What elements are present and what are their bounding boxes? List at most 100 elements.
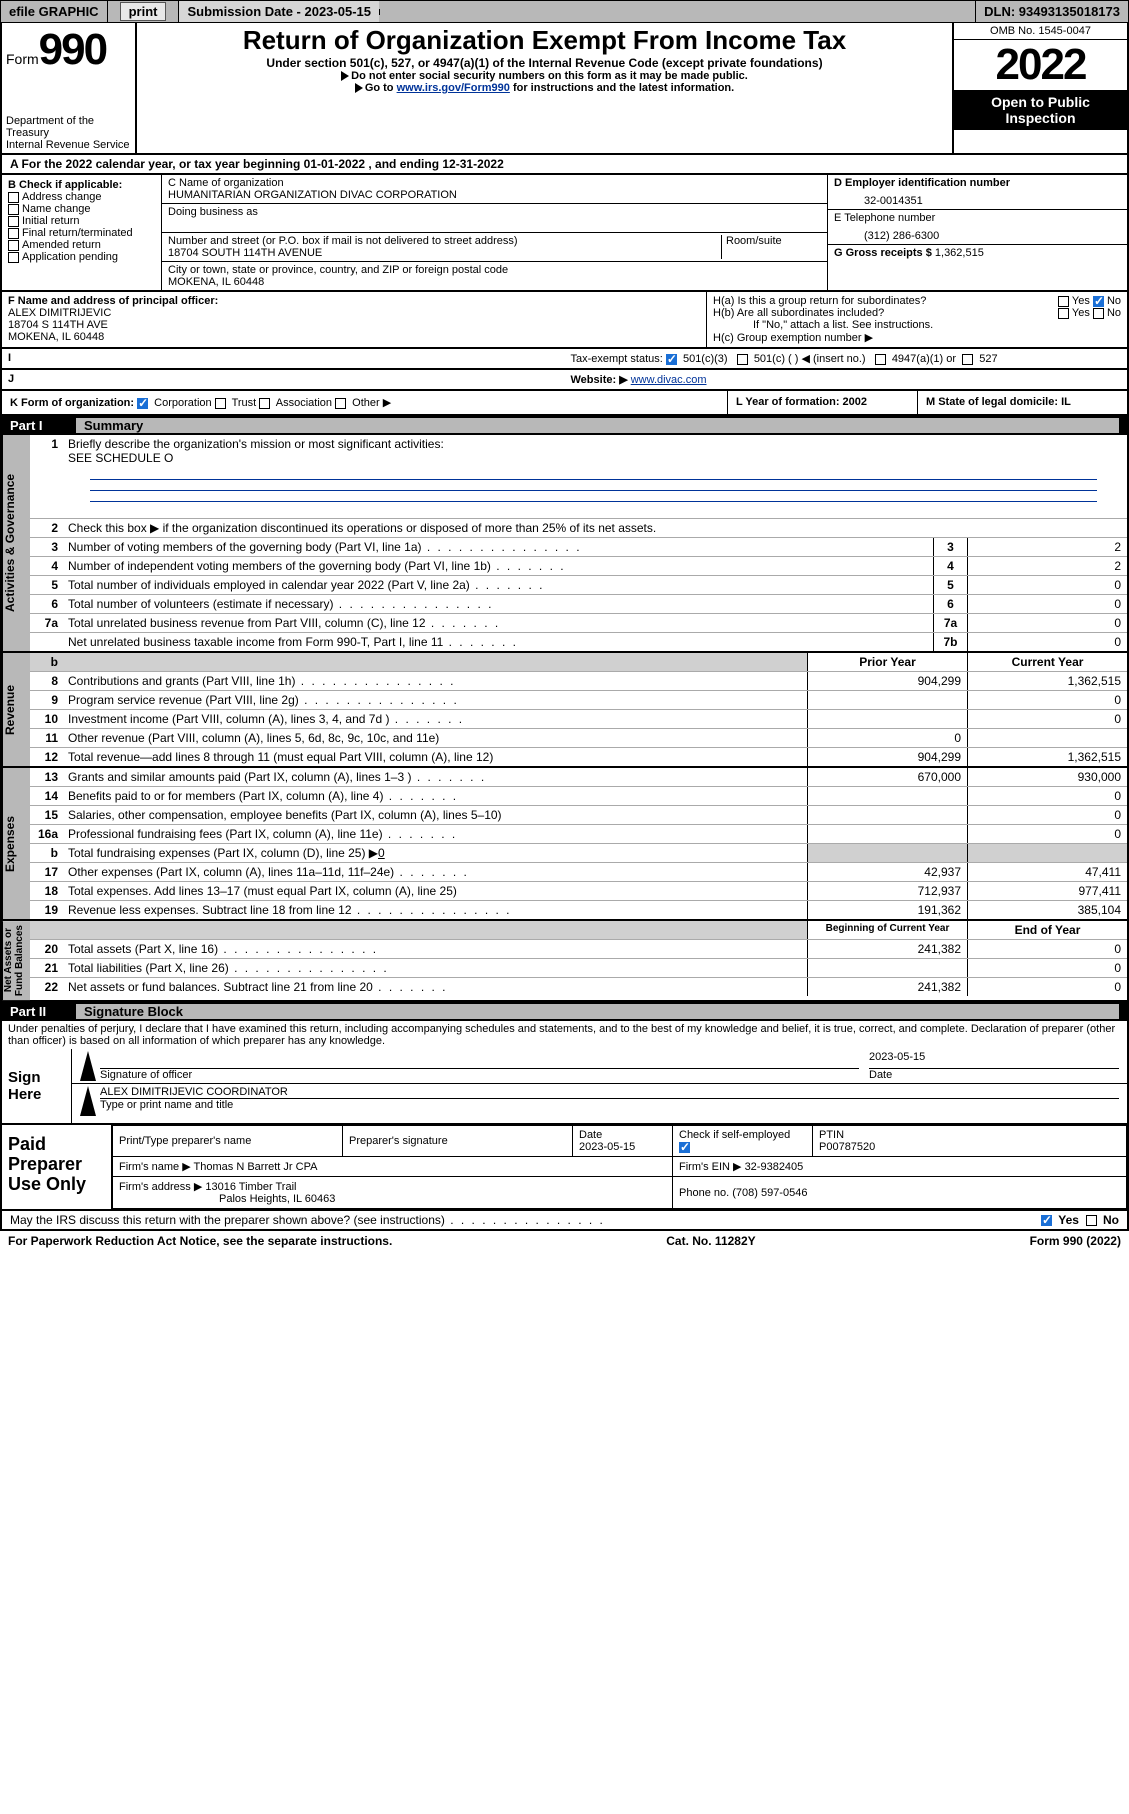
v7b: 0 [967,633,1127,651]
sig-date-label: Date [869,1069,1119,1081]
chk-501c3[interactable] [666,354,677,365]
chk-self-employed[interactable] [679,1142,690,1153]
v7a: 0 [967,614,1127,632]
ecy-hdr: End of Year [967,921,1127,939]
irs-link[interactable]: www.irs.gov/Form990 [397,82,510,94]
py-hdr: Prior Year [807,653,967,671]
paid-preparer-block: Paid Preparer Use Only Print/Type prepar… [0,1125,1129,1211]
room-label: Room/suite [721,235,821,259]
officer-name-title: ALEX DIMITRIJEVIC COORDINATOR [100,1086,1119,1099]
chk-address[interactable] [8,192,19,203]
q16b: Total fundraising expenses (Part IX, col… [68,846,378,860]
paid-preparer-label: Paid Preparer Use Only [2,1125,112,1209]
efile-label: efile GRAPHIC [1,1,107,22]
ha-label: H(a) Is this a group return for subordin… [713,295,926,307]
firm-tel-label: Phone no. [679,1187,729,1199]
q14: Benefits paid to or for members (Part IX… [68,789,383,803]
v13c: 930,000 [967,768,1127,786]
type-name-label: Type or print name and title [100,1099,1119,1111]
firm-addr1: 13016 Timber Trail [205,1181,296,1193]
city-state-zip: MOKENA, IL 60448 [168,276,821,288]
hc-label: H(c) Group exemption number ▶ [713,331,1121,344]
no-label: No [1107,307,1121,319]
q7b: Net unrelated business taxable income fr… [68,635,443,649]
v18c: 977,411 [967,882,1127,900]
part1-num: Part I [10,418,80,433]
q15: Salaries, other compensation, employee b… [68,808,502,822]
chk-discuss-no[interactable] [1086,1215,1097,1226]
v9p [807,691,967,709]
i-opt: 4947(a)(1) or [892,353,956,365]
chk-corp[interactable] [137,398,148,409]
website-link[interactable]: www.divac.com [631,374,707,386]
triangle-icon [355,83,363,93]
k-opt: Association [276,397,332,409]
note-ssn: Do not enter social security numbers on … [351,70,748,82]
v11c [967,729,1127,747]
q17: Other expenses (Part IX, column (A), lin… [68,865,394,879]
q21: Total liabilities (Part X, line 26) [68,961,229,975]
q6: Total number of volunteers (estimate if … [68,597,333,611]
chk-initial[interactable] [8,216,19,227]
sig-date-value: 2023-05-15 [869,1051,1119,1069]
chk-hb-yes[interactable] [1058,308,1069,319]
i-opt: 501(c) ( ) ◀ (insert no.) [754,353,866,365]
chk-discuss-yes[interactable] [1041,1215,1052,1226]
chk-trust[interactable] [215,398,226,409]
firm-ein: 32-9382405 [745,1161,804,1173]
dba-label: Doing business as [168,206,821,218]
v15c: 0 [967,806,1127,824]
chk-assoc[interactable] [259,398,270,409]
gross-label: G Gross receipts $ [834,247,932,259]
b-opt: Name change [22,203,91,215]
chk-ha-no[interactable] [1093,296,1104,307]
chk-amended[interactable] [8,240,19,251]
block-bcd: B Check if applicable: Address change Na… [0,175,1129,292]
sig-triangle-icon [80,1051,96,1081]
hb-note: If "No," attach a list. See instructions… [713,319,1121,331]
part2-num: Part II [10,1004,80,1019]
yes-label: Yes [1072,307,1090,319]
row-klm: K Form of organization: Corporation Trus… [0,391,1129,416]
sign-here-block: Sign Here Signature of officer 2023-05-1… [0,1049,1129,1125]
b-opt: Application pending [22,251,118,263]
q3: Number of voting members of the governin… [68,540,422,554]
form-title: Return of Organization Exempt From Incom… [143,25,946,56]
note-goto-post: for instructions and the latest informat… [510,82,734,94]
yes-label: Yes [1072,295,1090,307]
chk-ha-yes[interactable] [1058,296,1069,307]
q19: Revenue less expenses. Subtract line 18 … [68,903,352,917]
print-button[interactable]: print [120,2,167,21]
k-label: K Form of organization: [10,397,134,409]
tel-label: E Telephone number [834,212,1121,224]
v3: 2 [967,538,1127,556]
chk-pending[interactable] [8,252,19,263]
chk-hb-no[interactable] [1093,308,1104,319]
q9: Program service revenue (Part VIII, line… [68,693,299,707]
pra-notice: For Paperwork Reduction Act Notice, see … [8,1234,392,1248]
i-opt: 501(c)(3) [683,353,728,365]
pt-date-hdr: Date [579,1129,602,1141]
chk-4947[interactable] [875,354,886,365]
chk-501c[interactable] [737,354,748,365]
b-opt: Final return/terminated [22,227,133,239]
chk-527[interactable] [962,354,973,365]
q2: Check this box ▶ if the organization dis… [68,521,656,535]
omb-label: OMB No. 1545-0047 [954,23,1127,40]
form-word: Form [6,51,39,67]
chk-final[interactable] [8,228,19,239]
street-address: 18704 SOUTH 114TH AVENUE [168,247,721,259]
firm-name-label: Firm's name ▶ [119,1161,191,1173]
v5: 0 [967,576,1127,594]
q16a: Professional fundraising fees (Part IX, … [68,827,383,841]
v9c: 0 [967,691,1127,709]
q1v: SEE SCHEDULE O [68,451,173,465]
chk-other[interactable] [335,398,346,409]
sig-officer-label: Signature of officer [100,1069,859,1081]
open-inspection: Open to Public Inspection [954,90,1127,130]
v18p: 712,937 [807,882,967,900]
chk-name[interactable] [8,204,19,215]
dept-label: Department of the Treasury [6,115,131,139]
c-name-label: C Name of organization [168,177,821,189]
submission-date: Submission Date - 2023-05-15 [178,1,379,22]
